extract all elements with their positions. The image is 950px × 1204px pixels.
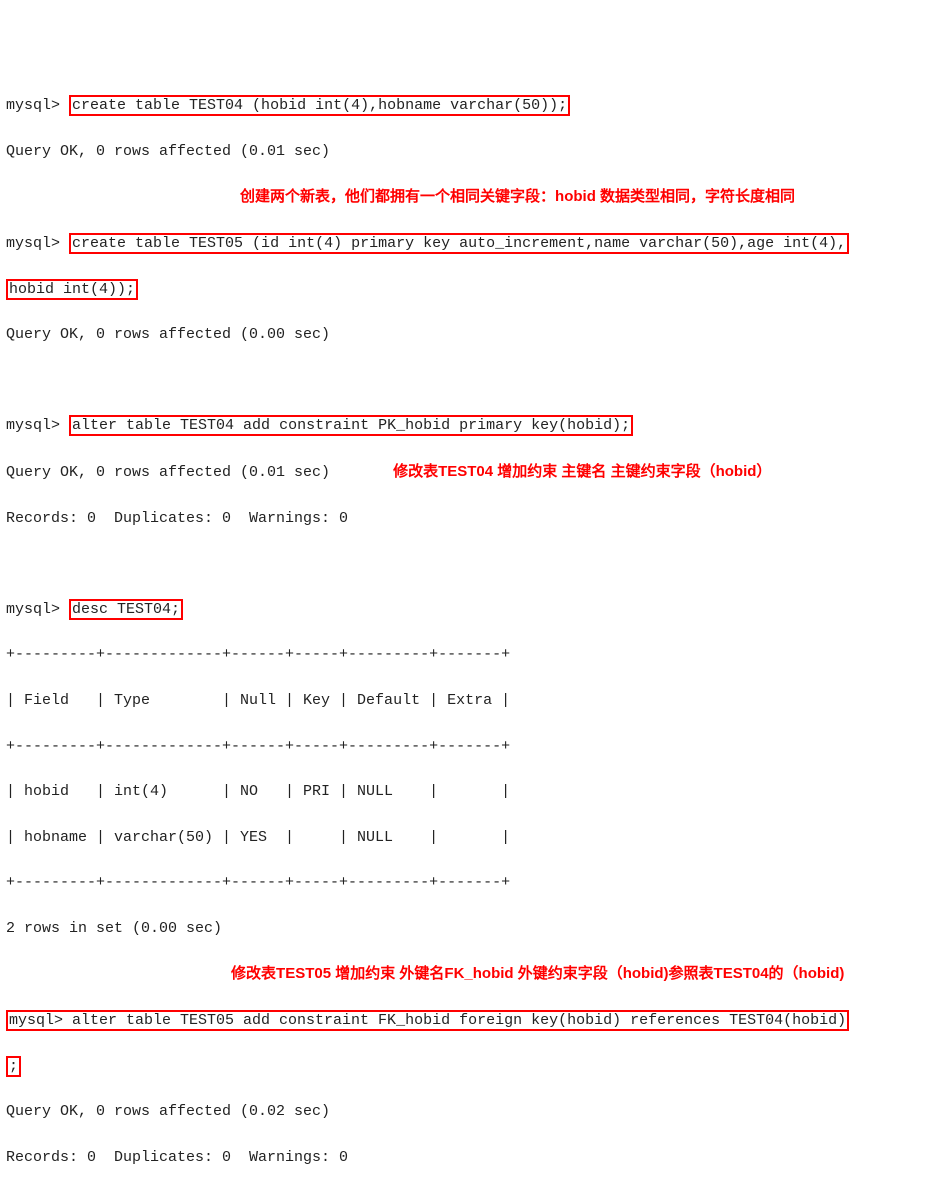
table-row: | hobid | int(4) | NO | PRI | NULL | | [6,781,944,804]
terminal-output: Records: 0 Duplicates: 0 Warnings: 0 [6,508,944,531]
terminal-line-continuation: ; [6,1056,944,1079]
prompt: mysql> [6,235,60,252]
terminal-line-continuation: hobid int(4)); [6,279,944,302]
terminal-output: Query OK, 0 rows affected (0.02 sec) [6,1101,944,1124]
terminal-line: mysql> create table TEST04 (hobid int(4)… [6,95,944,118]
blank-line [6,1192,944,1204]
terminal-output: Query OK, 0 rows affected (0.01 sec) [6,464,330,481]
prompt: mysql> [6,417,60,434]
table-border: +---------+-------------+------+-----+--… [6,644,944,667]
annotation-line: 创建两个新表，他们都拥有一个相同关键字段：hobid 数据类型相同，字符长度相同 [6,186,944,210]
terminal-line: mysql> create table TEST05 (id int(4) pr… [6,233,944,256]
terminal-output: Query OK, 0 rows affected (0.01 sec) [6,141,944,164]
terminal-line: mysql> alter table TEST05 add constraint… [6,1010,944,1033]
prompt: mysql> [6,601,60,618]
table-row: | hobname | varchar(50) | YES | | NULL |… [6,827,944,850]
output-with-annotation: Query OK, 0 rows affected (0.01 sec) 修改表… [6,461,944,485]
sql-command-highlight: create table TEST04 (hobid int(4),hobnam… [69,95,570,116]
table-border: +---------+-------------+------+-----+--… [6,736,944,759]
annotation-line: 修改表TEST05 增加约束 外键名FK_hobid 外键约束字段（hobid)… [6,963,944,987]
sql-command-highlight: alter table TEST04 add constraint PK_hob… [69,415,633,436]
sql-command-highlight: hobid int(4)); [6,279,138,300]
sql-command-highlight: ; [6,1056,21,1077]
terminal-output: Query OK, 0 rows affected (0.00 sec) [6,324,944,347]
table-border: +---------+-------------+------+-----+--… [6,872,944,895]
terminal-line: mysql> desc TEST04; [6,599,944,622]
annotation-text: 修改表TEST04 增加约束 主键名 主键约束字段（hobid） [393,463,771,480]
terminal-output: 2 rows in set (0.00 sec) [6,918,944,941]
table-header: | Field | Type | Null | Key | Default | … [6,690,944,713]
annotation-text: 修改表TEST05 增加约束 外键名FK_hobid 外键约束字段（hobid)… [231,965,844,982]
blank-line [6,553,944,576]
sql-command-highlight: mysql> alter table TEST05 add constraint… [6,1010,849,1031]
terminal-line: mysql> alter table TEST04 add constraint… [6,415,944,438]
prompt: mysql> [6,97,60,114]
annotation-text: 创建两个新表，他们都拥有一个相同关键字段：hobid 数据类型相同，字符长度相同 [240,188,795,205]
terminal-output: Records: 0 Duplicates: 0 Warnings: 0 [6,1147,944,1170]
blank-line [6,370,944,393]
sql-command-highlight: create table TEST05 (id int(4) primary k… [69,233,849,254]
